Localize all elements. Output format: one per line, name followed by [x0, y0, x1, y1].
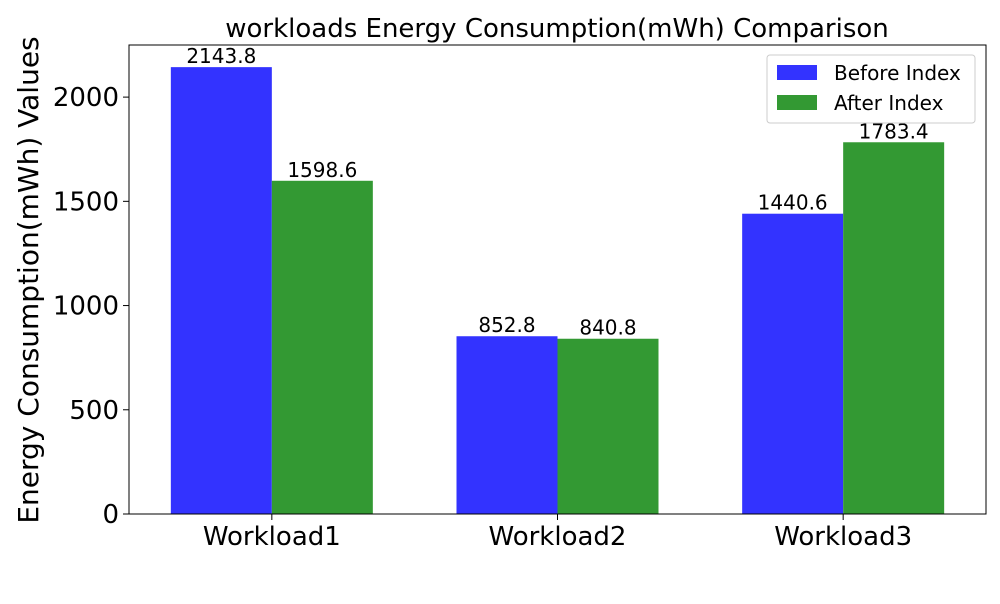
x-tick-label: Workload2: [489, 522, 627, 552]
bar-value-label: 2143.8: [186, 44, 256, 68]
bar-after-index-workload2: [557, 338, 659, 514]
y-tick-label: 1500: [53, 187, 119, 217]
bar-before-index-workload2: [456, 336, 558, 514]
legend-swatch: [777, 65, 817, 80]
y-tick-label: 1000: [53, 292, 119, 322]
bar-after-index-workload3: [843, 142, 945, 514]
legend-entry-label: After Index: [834, 91, 944, 115]
y-tick-label: 500: [69, 396, 119, 426]
x-tick-label: Workload1: [203, 522, 341, 552]
bar-value-label: 1440.6: [758, 191, 828, 215]
legend-box: [766, 54, 976, 124]
bar-before-index-workload3: [742, 213, 844, 514]
legend-swatch: [777, 95, 817, 110]
y-tick-label: 0: [102, 500, 119, 530]
legend: Before Index After Index: [766, 54, 976, 124]
bar-value-label: 840.8: [579, 316, 636, 340]
chart-title: workloads Energy Consumption(mWh) Compar…: [225, 14, 889, 44]
legend-entry-label: Before Index: [834, 61, 961, 85]
bars-layer: [170, 67, 945, 515]
bar-after-index-workload1: [271, 180, 373, 515]
bar-value-label: 852.8: [478, 313, 535, 337]
axes: 0 500 1000 1500 2000 Workload1 Workload2 Worklo…: [53, 44, 987, 552]
x-tick-label: Workload3: [774, 522, 912, 552]
bar-value-label: 1598.6: [287, 158, 357, 182]
bar-before-index-workload1: [170, 67, 272, 514]
y-axis-label: Energy Consumption(mWh) Values: [12, 36, 45, 523]
y-tick-label: 2000: [53, 83, 119, 113]
